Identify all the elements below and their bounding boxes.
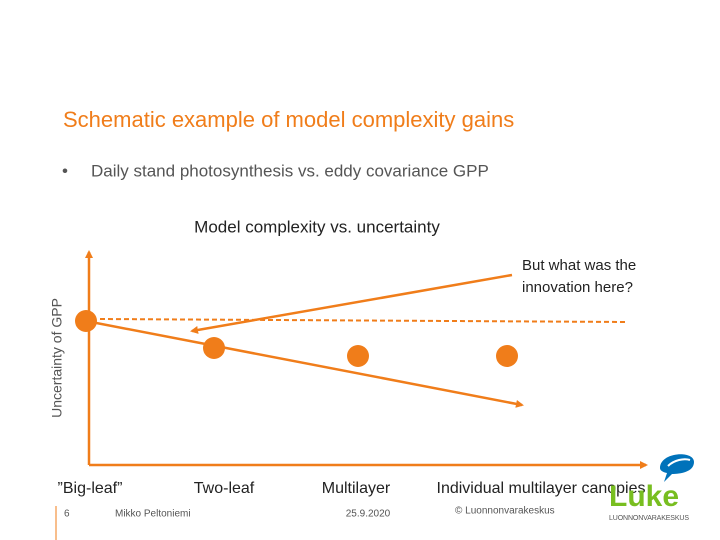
trend-arrow (85, 319, 524, 408)
logo-name: Luke (609, 480, 679, 513)
annotation: But what was the innovation here? (522, 257, 636, 296)
logo: Luke LUONNONVARAKESKUS (609, 454, 694, 522)
copyright: © Luonnonvarakeskus (455, 506, 555, 517)
bullet-mark: • (62, 161, 68, 180)
axes (85, 250, 648, 469)
page-number: 6 (64, 509, 70, 520)
baseline-dashed (99, 318, 627, 323)
logo-subtitle: LUONNONVARAKESKUS (609, 515, 689, 522)
bullet-text: Daily stand photosynthesis vs. eddy cova… (91, 161, 489, 180)
dots (75, 310, 518, 367)
category-label: Multilayer (322, 480, 391, 497)
categories: ”Big-leaf” Two-leaf Multilayer Individual m… (58, 480, 646, 497)
diagram-title: Model complexity vs. uncertainty (194, 217, 440, 236)
author: Mikko Peltoniemi (115, 509, 191, 520)
category-label: Two-leaf (194, 480, 255, 497)
category-label: Individual multilayer canopies (437, 480, 646, 497)
annotation-arrow (190, 273, 513, 334)
y-axis-label: Uncertainty of GPP (49, 298, 65, 418)
category-label: ”Big-leaf” (58, 480, 123, 497)
annotation-text: But what was the innovation here? (522, 257, 636, 296)
slide-title: Schematic example of model complexity ga… (63, 107, 514, 132)
date: 25.9.2020 (346, 509, 391, 520)
